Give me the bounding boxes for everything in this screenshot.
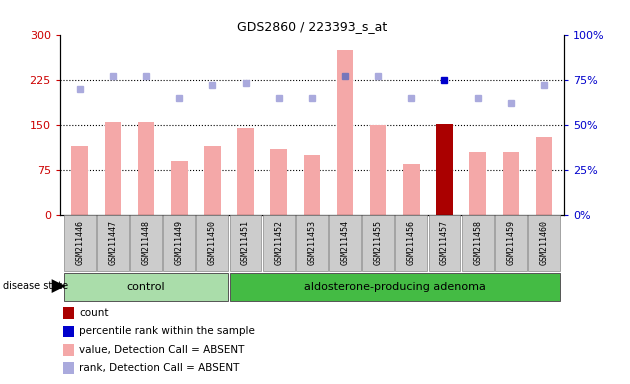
Polygon shape (52, 279, 66, 293)
Text: GSM211446: GSM211446 (75, 220, 84, 265)
Bar (171, 161, 188, 215)
Bar (462, 215, 493, 271)
Bar (130, 215, 162, 271)
Bar (105, 122, 121, 215)
Text: GSM211458: GSM211458 (473, 220, 482, 265)
Title: GDS2860 / 223393_s_at: GDS2860 / 223393_s_at (237, 20, 387, 33)
Text: GSM211456: GSM211456 (407, 220, 416, 265)
Text: GSM211454: GSM211454 (340, 220, 350, 265)
Bar (495, 215, 527, 271)
Text: count: count (79, 308, 109, 318)
Bar (329, 215, 361, 271)
Text: rank, Detection Call = ABSENT: rank, Detection Call = ABSENT (79, 363, 240, 373)
Bar (336, 50, 353, 215)
Bar (229, 215, 261, 271)
Bar (71, 146, 88, 215)
Text: GSM211447: GSM211447 (108, 220, 117, 265)
Bar (64, 215, 96, 271)
Bar (64, 273, 228, 301)
Bar (370, 125, 386, 215)
Text: GSM211451: GSM211451 (241, 220, 250, 265)
Text: GSM211460: GSM211460 (539, 220, 549, 265)
Bar (403, 164, 420, 215)
Bar (270, 149, 287, 215)
Bar (238, 128, 254, 215)
Bar (138, 122, 154, 215)
Bar (229, 273, 560, 301)
Text: GSM211455: GSM211455 (374, 220, 382, 265)
Bar (97, 215, 129, 271)
Bar (163, 215, 195, 271)
Bar (436, 124, 453, 215)
Text: aldosterone-producing adenoma: aldosterone-producing adenoma (304, 282, 486, 292)
Bar (428, 215, 461, 271)
Text: GSM211457: GSM211457 (440, 220, 449, 265)
Bar (362, 215, 394, 271)
Bar (304, 155, 320, 215)
Text: GSM211459: GSM211459 (507, 220, 515, 265)
Bar (197, 215, 228, 271)
Bar (263, 215, 295, 271)
Text: GSM211452: GSM211452 (274, 220, 284, 265)
Bar (469, 152, 486, 215)
Bar (204, 146, 220, 215)
Bar (396, 215, 427, 271)
Bar (296, 215, 328, 271)
Text: GSM211453: GSM211453 (307, 220, 316, 265)
Text: control: control (127, 282, 165, 292)
Text: disease state: disease state (3, 281, 68, 291)
Text: percentile rank within the sample: percentile rank within the sample (79, 326, 255, 336)
Text: value, Detection Call = ABSENT: value, Detection Call = ABSENT (79, 345, 244, 355)
Bar (503, 152, 519, 215)
Bar (528, 215, 560, 271)
Text: GSM211449: GSM211449 (175, 220, 184, 265)
Bar (536, 137, 553, 215)
Text: GSM211450: GSM211450 (208, 220, 217, 265)
Text: GSM211448: GSM211448 (142, 220, 151, 265)
